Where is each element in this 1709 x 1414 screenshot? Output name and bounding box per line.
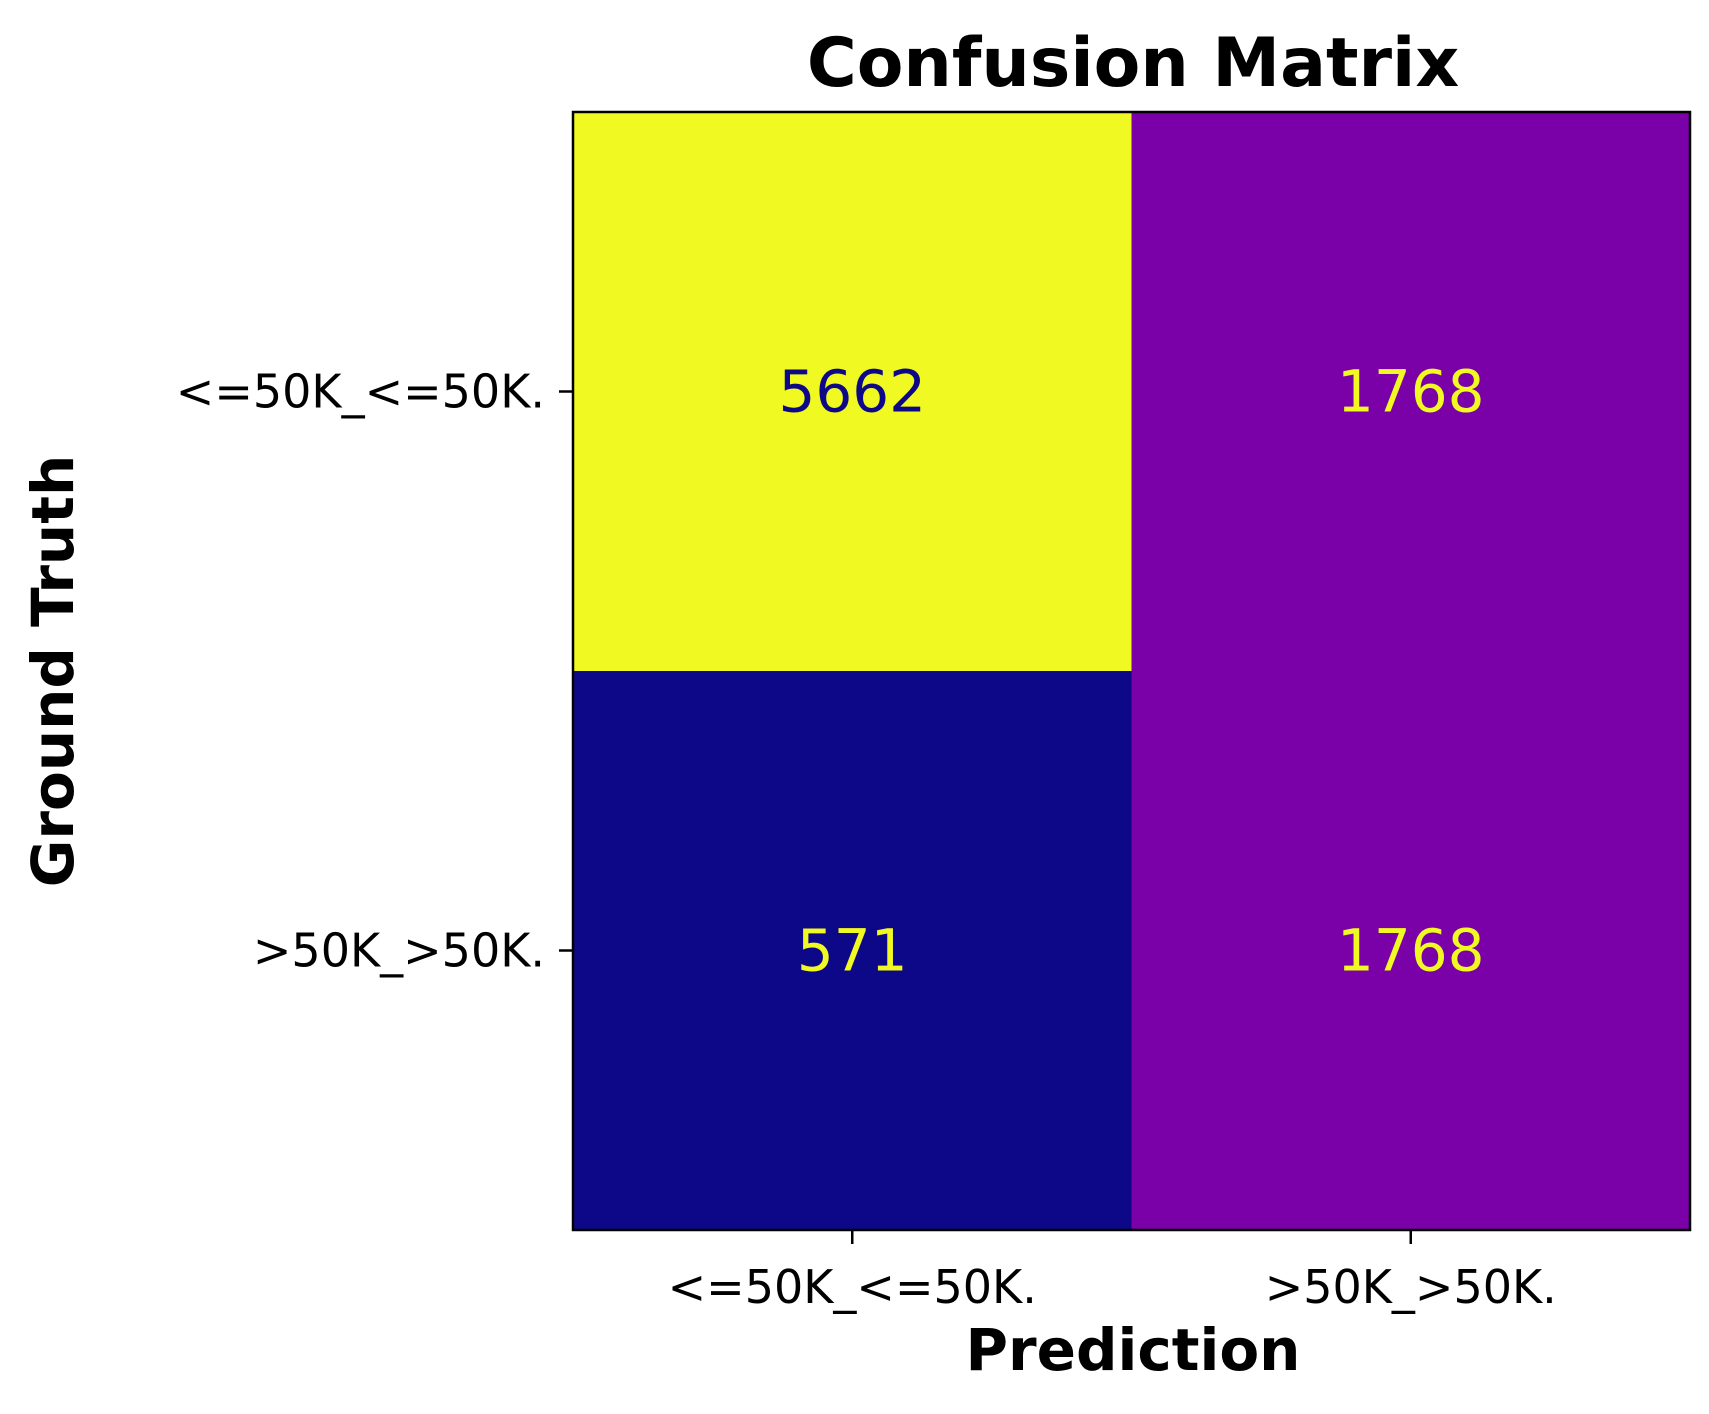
y-axis-ticks: <=50K_<=50K. >50K_>50K. [176,365,573,978]
y-axis-label: Ground Truth [19,455,87,887]
x-axis-label: Prediction [966,1316,1301,1384]
cell-value-r1-c0: 571 [797,917,908,985]
y-tick-label-0: <=50K_<=50K. [176,365,545,419]
cell-value-r1-c1: 1768 [1337,917,1485,985]
heatmap-cell-r0-c1 [1131,112,1690,671]
plot-frame [571,110,1692,1232]
x-axis-ticks: <=50K_<=50K. >50K_>50K. [668,1230,1557,1314]
heatmap-cell-labels: 5662 1768 571 1768 [778,358,1484,985]
x-tick-label-1: >50K_>50K. [1265,1260,1557,1314]
heatmap-cells [573,112,1690,1230]
heatmap-cell-r1-c0 [573,671,1132,1230]
chart-title: Confusion Matrix [807,24,1459,103]
x-tick-label-0: <=50K_<=50K. [668,1260,1037,1314]
cell-value-r0-c1: 1768 [1337,358,1485,426]
y-tick-label-1: >50K_>50K. [253,924,545,978]
cell-value-r0-c0: 5662 [778,358,926,426]
heatmap-cell-r1-c1 [1131,671,1690,1230]
heatmap-cell-r0-c0 [573,112,1132,671]
